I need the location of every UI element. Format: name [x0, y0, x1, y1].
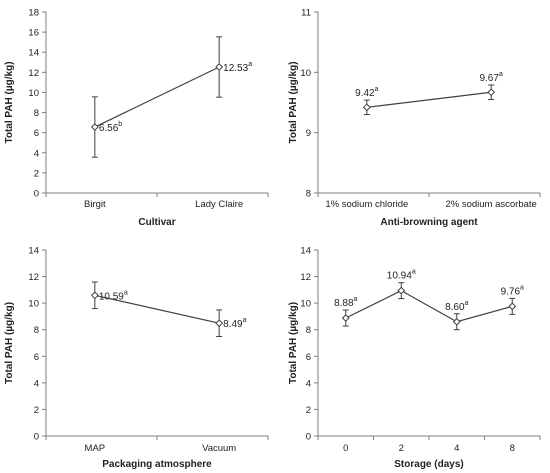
y-tick-label: 11 — [301, 8, 311, 19]
significance-letter: a — [124, 289, 128, 296]
data-point-marker — [362, 103, 371, 112]
x-axis-title: Cultivar — [138, 217, 175, 228]
x-tick-label: 2% sodium ascorbate — [445, 199, 536, 210]
significance-letter: a — [243, 317, 247, 324]
x-tick-label: Lady Claire — [195, 199, 243, 210]
data-label: 8.49a — [223, 317, 246, 330]
data-point-marker — [487, 88, 496, 97]
x-axis-title: Packaging atmosphere — [102, 459, 212, 470]
y-tick-label: 14 — [28, 246, 39, 257]
y-axis-title: Total PAH (µg/kg) — [288, 61, 299, 143]
x-tick-label: Vacuum — [202, 443, 236, 454]
data-point-marker — [215, 63, 224, 71]
data-point-marker — [452, 317, 461, 326]
data-point-marker — [341, 314, 350, 322]
series-line — [366, 91, 492, 108]
significance-letter: a — [354, 296, 358, 303]
data-point-marker — [508, 302, 517, 311]
chart-panel-3: 0 2 4 6 8 10 12 14 MAP Vacuum Packaging atmosphere… — [4, 246, 269, 470]
data-label: 9.42a — [355, 86, 378, 99]
y-tick-label: 14 — [300, 246, 311, 257]
y-tick-label: 4 — [306, 378, 311, 389]
data-point-marker — [90, 123, 99, 131]
y-tick-label: 0 — [34, 432, 39, 443]
series-line — [94, 294, 220, 324]
y-tick-label: 10 — [300, 299, 311, 310]
x-axis-title: Storage (days) — [394, 459, 463, 470]
significance-letter: a — [248, 61, 252, 68]
series-line — [94, 66, 220, 128]
data-label: 9.67a — [479, 71, 502, 84]
data-point-marker — [215, 319, 224, 328]
x-tick-label: 2 — [399, 443, 404, 454]
x-tick-label: 1% sodium chloride — [325, 199, 408, 210]
chart-panel-4: 0 2 4 6 8 10 12 14 0 2 4 8 Storage (days) Total PAH (… — [288, 246, 541, 470]
data-label: 10.94a — [387, 269, 416, 282]
significance-letter: a — [520, 284, 524, 291]
y-axis-title: Total PAH (µg/kg) — [288, 302, 299, 384]
y-tick-label: 10 — [300, 68, 311, 79]
y-tick-label: 8 — [306, 325, 311, 336]
y-tick-label: 16 — [28, 28, 39, 39]
data-label: 8.60a — [445, 300, 468, 313]
y-tick-label: 12 — [28, 68, 39, 79]
y-tick-label: 10 — [28, 88, 39, 99]
y-tick-label: 2 — [34, 405, 39, 416]
y-tick-label: 8 — [34, 108, 39, 119]
y-tick-label: 12 — [28, 272, 39, 283]
y-tick-label: 6 — [34, 352, 39, 363]
y-tick-label: 6 — [306, 352, 311, 363]
y-tick-label: 9 — [306, 128, 311, 139]
y-tick-label: 2 — [306, 405, 311, 416]
y-tick-label: 4 — [34, 148, 39, 159]
y-tick-label: 12 — [300, 272, 311, 283]
data-point-marker — [90, 291, 99, 300]
data-label: 12.53a — [223, 61, 252, 74]
x-tick-label: Birgit — [84, 199, 106, 210]
data-point-marker — [397, 286, 406, 295]
y-tick-label: 0 — [34, 189, 39, 200]
y-tick-label: 14 — [28, 48, 39, 59]
data-label: 6.56b — [99, 121, 122, 134]
significance-letter: a — [412, 269, 416, 276]
y-axis-title: Total PAH (µg/kg) — [4, 302, 15, 384]
x-tick-label: 4 — [454, 443, 459, 454]
chart-panel-1: 0 2 4 6 8 10 12 14 16 18 Birgit Lady Claire Cultivar… — [4, 8, 269, 228]
x-tick-label: 0 — [343, 443, 348, 454]
x-tick-label: MAP — [85, 443, 106, 454]
y-tick-label: 6 — [34, 128, 39, 139]
x-tick-label: 8 — [510, 443, 515, 454]
data-label: 8.88a — [334, 296, 357, 309]
y-tick-label: 0 — [306, 432, 311, 443]
y-axis-title: Total PAH (µg/kg) — [4, 61, 15, 143]
y-tick-label: 4 — [34, 378, 39, 389]
y-tick-label: 2 — [34, 168, 39, 179]
y-tick-label: 10 — [28, 299, 39, 310]
significance-letter: a — [465, 300, 469, 307]
significance-letter: b — [118, 121, 122, 128]
y-tick-label: 8 — [34, 325, 39, 336]
x-axis-title: Anti-browning agent — [380, 217, 478, 228]
series-line — [345, 289, 513, 323]
y-tick-label: 8 — [306, 189, 311, 200]
data-label: 9.76a — [501, 284, 524, 297]
significance-letter: a — [499, 71, 503, 78]
significance-letter: a — [375, 86, 379, 93]
chart-panel-2: 8 9 10 11 1% sodium chloride 2% sodium ascorb… — [288, 8, 541, 228]
data-label: 10.59a — [99, 289, 128, 302]
y-tick-label: 18 — [28, 8, 39, 19]
